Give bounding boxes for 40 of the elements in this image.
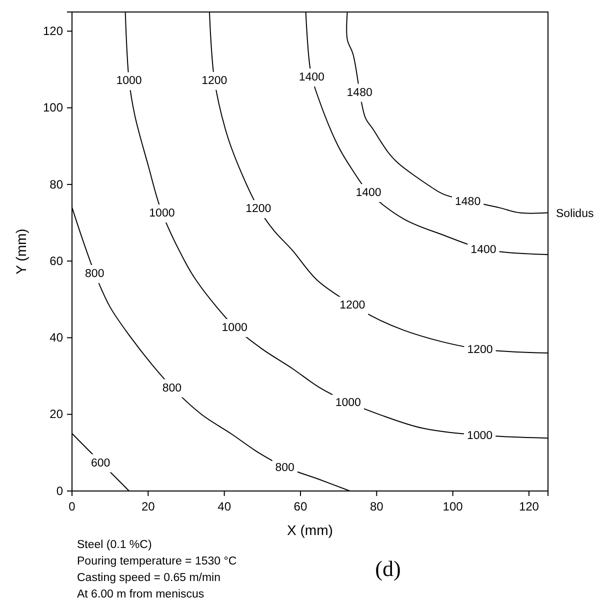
text: 1000 (222, 322, 248, 334)
text: 1400 (470, 244, 496, 256)
y-tick-label: 120 (42, 24, 64, 38)
series-label: 1480 (346, 86, 372, 99)
text: 1000 (335, 397, 361, 410)
y-axis-title: Y (mm) (13, 228, 29, 274)
text: 1200 (340, 300, 366, 312)
series-label: 600 (90, 457, 110, 470)
text: At 6.00 m from meniscus (77, 588, 204, 600)
y-tick-label: 20 (50, 407, 64, 422)
x-tick-label: 0 (68, 500, 76, 514)
x-axis-title: X (mm) (287, 522, 333, 538)
y-tick-label: 0 (56, 484, 64, 498)
text: Casting speed = 0.65 m/min (77, 572, 221, 584)
x-tick-label: 120 (518, 500, 540, 514)
x-tick-label: 100 (442, 500, 464, 514)
series-label: 800 (275, 462, 294, 474)
x-tick-label: 80 (370, 500, 384, 514)
text: 1000 (149, 208, 175, 220)
y-tick-label: 100 (42, 100, 64, 115)
y-tick-label: 80 (50, 177, 64, 192)
series-label: 1000 (116, 75, 142, 88)
x-tick-label: 60 (294, 500, 308, 514)
y-tick-label: 60 (50, 254, 64, 268)
y-tick-label: 40 (50, 330, 64, 345)
series-label: 1200 (202, 74, 228, 87)
x-tick-label: 40 (218, 500, 232, 514)
series-label: 1400 (298, 72, 324, 84)
text: 1200 (467, 344, 493, 356)
text: 1400 (356, 187, 382, 200)
text: 800 (85, 268, 104, 280)
text: (d) (375, 556, 401, 581)
x-tick-label: 20 (141, 500, 156, 514)
text: 800 (162, 382, 182, 394)
text: Pouring temperature = 1530 °C (77, 556, 237, 568)
text: Steel (0.1 %C) (77, 539, 152, 551)
text: 1200 (246, 203, 272, 216)
text: 1000 (466, 430, 493, 442)
annotation: Solidus (556, 208, 594, 220)
text: 1480 (455, 196, 481, 208)
